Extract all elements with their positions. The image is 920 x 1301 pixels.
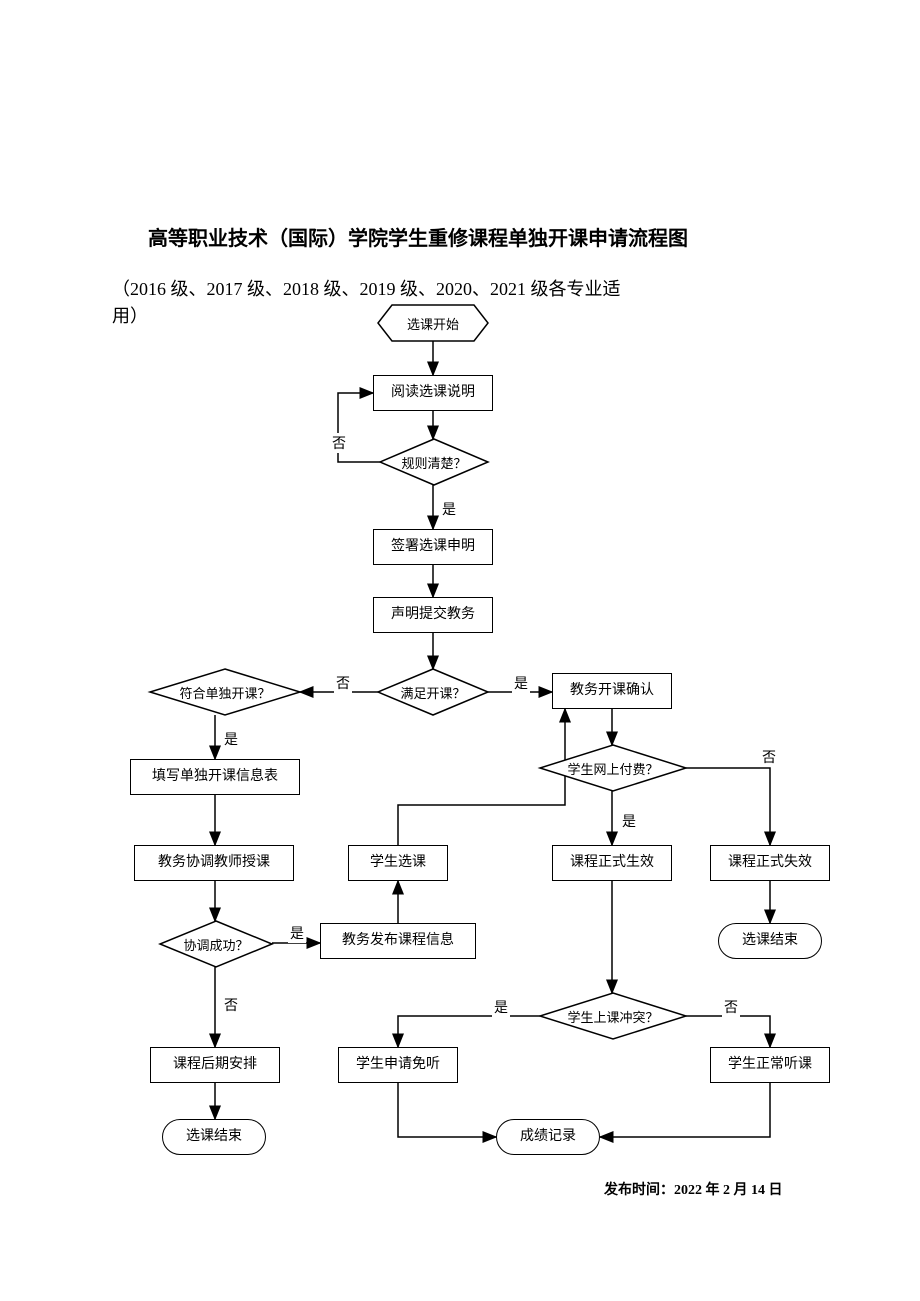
edge-conflict-normal: [686, 1016, 770, 1047]
node-label-coord: 协调成功？: [160, 921, 272, 967]
node-label-pay: 学生网上付费？: [540, 745, 686, 791]
node-sign: 签署选课申明: [373, 529, 493, 565]
node-arrange: 教务协调教师授课: [134, 845, 294, 881]
node-publish: 教务发布课程信息: [320, 923, 476, 959]
node-end2: 选课结束: [718, 923, 822, 959]
edge-conflict-exempt: [398, 1016, 540, 1047]
page-subtitle-1: （2016 级、2017 级、2018 级、2019 级、2020、2021 级…: [112, 275, 621, 301]
node-confirm: 教务开课确认: [552, 673, 672, 709]
node-label-indep: 符合单独开课？: [150, 669, 300, 715]
node-normal: 学生正常听课: [710, 1047, 830, 1083]
edge-label-pay-invalid: 否: [760, 747, 778, 767]
edge-label-pay-valid: 是: [620, 811, 638, 831]
node-label-clear: 规则清楚？: [380, 439, 488, 485]
edge-label-clear-read: 否: [330, 433, 348, 453]
page-footer: 发布时间：2022 年 2 月 14 日: [604, 1179, 783, 1199]
page-title: 高等职业技术（国际）学院学生重修课程单独开课申请流程图: [148, 222, 688, 251]
node-label-start: 选课开始: [378, 305, 488, 341]
edge-label-indep-fill: 是: [222, 729, 240, 749]
edge-label-coord-publish: 是: [288, 923, 306, 943]
node-read: 阅读选课说明: [373, 375, 493, 411]
node-select: 学生选课: [348, 845, 448, 881]
node-exempt: 学生申请免听: [338, 1047, 458, 1083]
edge-label-conflict-exempt: 是: [492, 997, 510, 1017]
edge-normal-record: [600, 1083, 770, 1137]
edge-label-clear-sign: 是: [440, 499, 458, 519]
node-later: 课程后期安排: [150, 1047, 280, 1083]
node-valid: 课程正式生效: [552, 845, 672, 881]
edge-label-coord-later: 否: [222, 995, 240, 1015]
node-invalid: 课程正式失效: [710, 845, 830, 881]
flowchart-container: 是否否是是是否是否是否选课开始阅读选课说明规则清楚？签署选课申明声明提交教务满足…: [120, 305, 820, 1165]
edge-label-meet-confirm: 是: [512, 673, 530, 693]
edge-label-conflict-normal: 否: [722, 997, 740, 1017]
node-fill: 填写单独开课信息表: [130, 759, 300, 795]
node-end1: 选课结束: [162, 1119, 266, 1155]
node-label-conflict: 学生上课冲突？: [540, 993, 686, 1039]
node-label-meet: 满足开课？: [378, 669, 488, 715]
edge-exempt-record: [398, 1083, 496, 1137]
page: 高等职业技术（国际）学院学生重修课程单独开课申请流程图 （2016 级、2017…: [0, 0, 920, 1301]
edge-pay-invalid: [686, 768, 770, 845]
node-submit: 声明提交教务: [373, 597, 493, 633]
node-record: 成绩记录: [496, 1119, 600, 1155]
edge-label-meet-indep: 否: [334, 673, 352, 693]
